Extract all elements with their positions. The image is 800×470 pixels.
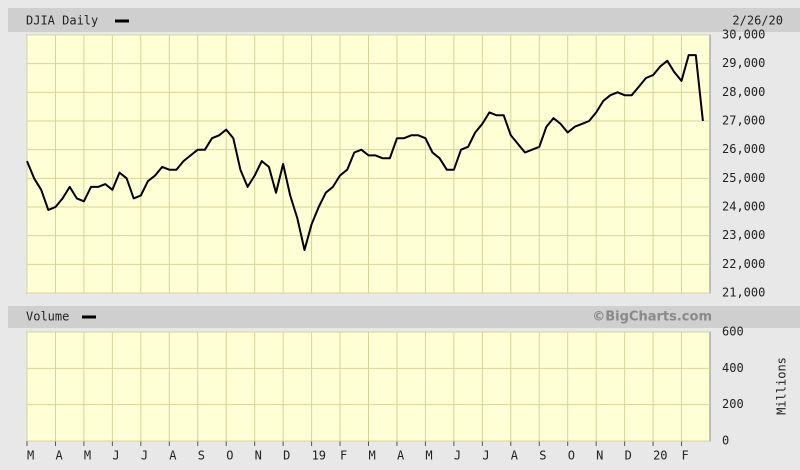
x-tick-label: 20	[653, 449, 667, 463]
y-tick-label: 21,000	[722, 286, 765, 300]
x-tick-label: O	[226, 449, 233, 463]
x-tick-label: F	[340, 449, 347, 463]
x-tick-label: J	[141, 449, 148, 463]
x-tick-label: J	[482, 449, 489, 463]
x-tick-label: M	[84, 449, 91, 463]
credit: ©BigCharts.com	[592, 310, 712, 325]
x-tick-label: J	[112, 449, 119, 463]
price-line	[26, 54, 704, 251]
y-tick-label: 200	[722, 397, 744, 411]
x-tick-label: D	[283, 449, 290, 463]
x-tick-label: S	[539, 449, 546, 463]
x-tick-label: J	[454, 449, 461, 463]
x-tick-label: S	[198, 449, 205, 463]
x-tick-label: M	[369, 449, 376, 463]
y-tick-label: 27,000	[722, 114, 765, 128]
date-label: 2/26/20	[732, 14, 783, 28]
y-tick-label: 25,000	[722, 171, 765, 185]
y-tick-label: 400	[722, 361, 744, 375]
x-tick-label: M	[425, 449, 432, 463]
y-tick-label: 30,000	[722, 28, 765, 42]
x-tick-label: N	[255, 449, 262, 463]
x-tick-label: M	[27, 449, 34, 463]
x-tick-label: 19	[312, 449, 326, 463]
chart-title: DJIA Daily	[26, 14, 98, 28]
x-tick-label: O	[568, 449, 575, 463]
x-tick-label: F	[682, 449, 689, 463]
volume-title: Volume	[26, 310, 69, 324]
y-tick-label: 24,000	[722, 200, 765, 214]
y-tick-label: 22,000	[722, 257, 765, 271]
volume-header	[8, 306, 800, 328]
x-tick-label: A	[397, 449, 405, 463]
y-tick-label: 0	[722, 434, 729, 448]
y-tick-label: 23,000	[722, 228, 765, 242]
y-tick-label: 28,000	[722, 85, 765, 99]
y-tick-label: 26,000	[722, 142, 765, 156]
y-tick-label: 600	[722, 325, 744, 339]
price-header	[8, 8, 800, 32]
x-tick-label: D	[625, 449, 632, 463]
y-axis-label: Millions	[775, 357, 789, 415]
x-tick-label: A	[169, 449, 177, 463]
y-tick-label: 29,000	[722, 56, 765, 70]
x-tick-label: N	[596, 449, 603, 463]
x-tick-label: A	[511, 449, 519, 463]
x-tick-label: A	[55, 449, 63, 463]
